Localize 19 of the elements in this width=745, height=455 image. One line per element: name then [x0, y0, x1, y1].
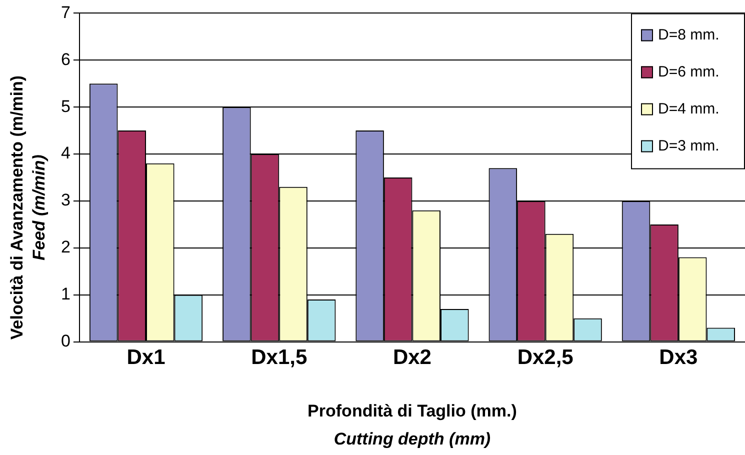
- y-tick-label: 0: [60, 331, 70, 350]
- y-tick-label: 1: [60, 284, 70, 304]
- x-tick-label: Dx2,5: [517, 346, 574, 370]
- y-tick-label: 6: [60, 50, 70, 69]
- x-tick-label: Dx1: [126, 346, 166, 370]
- legend-label: D=6 mm.: [658, 63, 720, 80]
- x-axis-title: Profondità di Taglio (mm.) Cutting depth (mm): [308, 402, 517, 449]
- y-tick-label: 5: [60, 96, 70, 116]
- x-tick-label: Dx2: [392, 346, 432, 370]
- legend-label: D=8 mm.: [658, 26, 720, 44]
- y-tick-label: 4: [60, 144, 70, 163]
- y-axis-title: Velocità di Avanzamento (m/min) Feed (m/min): [8, 75, 49, 340]
- y-tick-label: 7: [60, 2, 70, 22]
- x-tick-label: Dx3: [659, 346, 698, 370]
- legend-label: D=4 mm.: [658, 100, 720, 118]
- y-tick-label: 2: [60, 238, 70, 257]
- x-tick-label: Dx1,5: [251, 346, 308, 370]
- legend-label: D=3 mm.: [658, 137, 720, 154]
- y-tick-label: 3: [60, 190, 70, 210]
